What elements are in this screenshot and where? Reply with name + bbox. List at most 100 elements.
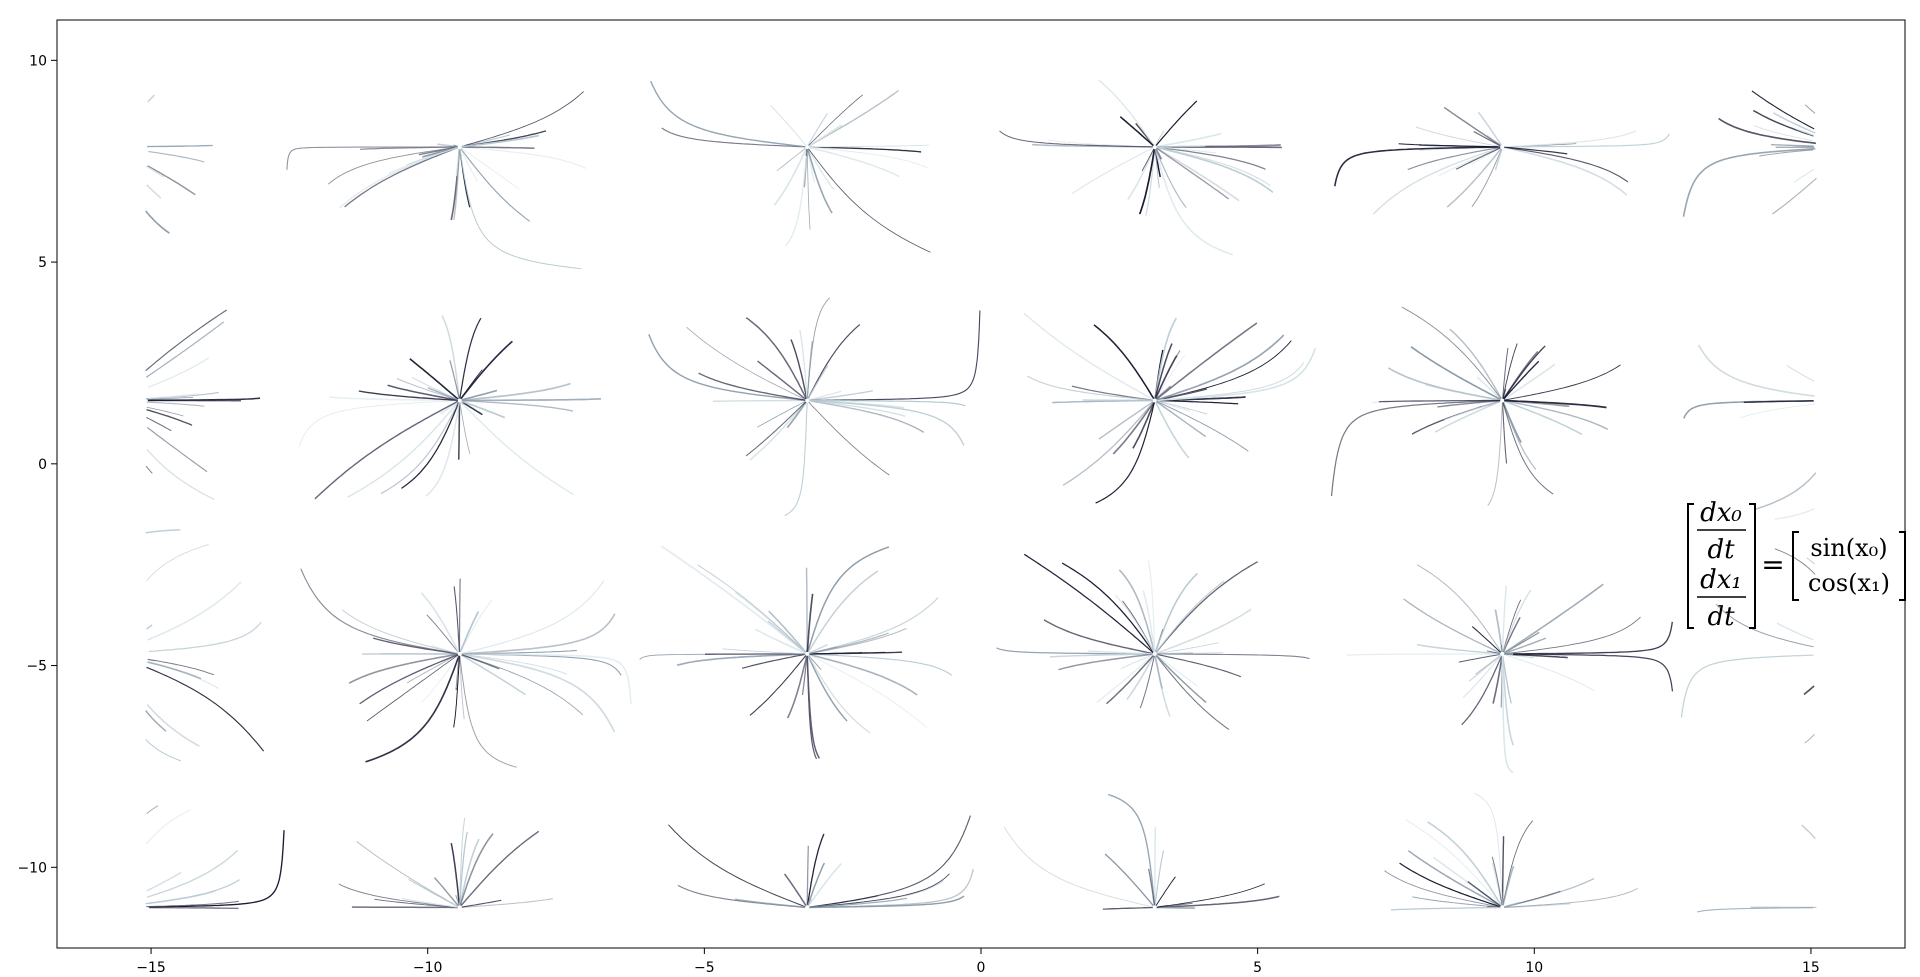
streamline xyxy=(1486,650,1503,655)
streamline xyxy=(1501,589,1532,655)
streamline xyxy=(1501,360,1540,402)
streamline xyxy=(1154,400,1249,452)
streamline xyxy=(1491,856,1503,908)
streamline xyxy=(1772,177,1817,215)
streamline xyxy=(300,568,458,655)
streamline xyxy=(686,326,809,402)
streamline xyxy=(1106,654,1155,705)
streamline xyxy=(1444,400,1501,421)
streamline xyxy=(453,586,461,655)
streamline xyxy=(1803,685,1815,696)
streamline xyxy=(1154,146,1216,154)
sink-node xyxy=(1500,145,1505,150)
y-tick-label: −10 xyxy=(17,860,47,876)
streamline xyxy=(1774,507,1815,520)
streamline xyxy=(806,297,830,401)
streamline xyxy=(1804,734,1815,744)
streamline xyxy=(459,580,605,655)
streamline xyxy=(1776,622,1814,641)
streamline xyxy=(458,134,540,148)
streamline xyxy=(1793,168,1815,183)
streamline xyxy=(807,399,906,417)
streamline xyxy=(380,401,460,495)
streamline xyxy=(661,127,809,148)
streamline xyxy=(314,400,459,500)
streamline xyxy=(1427,821,1504,908)
streamline xyxy=(1155,100,1198,146)
streamline xyxy=(808,655,822,670)
streamline xyxy=(1154,146,1240,202)
equation-left-bracket-open xyxy=(1687,503,1694,629)
streamline xyxy=(1502,388,1507,400)
streamline xyxy=(455,894,460,907)
streamline xyxy=(767,620,807,654)
streamline xyxy=(1502,400,1554,495)
streamline xyxy=(1412,896,1501,908)
streamline xyxy=(146,396,194,400)
streamline xyxy=(1154,147,1233,256)
streamline xyxy=(1071,385,1155,402)
streamline xyxy=(146,544,209,582)
streamline xyxy=(1718,117,1817,145)
streamline xyxy=(460,389,498,401)
streamline xyxy=(1154,146,1187,208)
streamline xyxy=(401,400,461,489)
streamline xyxy=(1796,128,1814,136)
streamline xyxy=(806,653,953,676)
streamline xyxy=(1114,594,1155,654)
streamline xyxy=(697,564,807,654)
streamline xyxy=(147,661,202,680)
streamline xyxy=(461,399,574,412)
streamline xyxy=(757,360,808,402)
streamline xyxy=(1156,399,1239,405)
streamline xyxy=(784,400,808,517)
streamline xyxy=(1770,143,1814,147)
streamline xyxy=(806,833,825,907)
streamline xyxy=(1501,400,1537,470)
streamline xyxy=(1102,906,1154,910)
streamline xyxy=(807,94,863,147)
streamline xyxy=(461,146,535,149)
streamline xyxy=(1503,637,1547,655)
streamline xyxy=(806,113,828,148)
streamline xyxy=(768,610,808,655)
streamline xyxy=(999,130,1155,148)
streamline xyxy=(1415,126,1501,148)
streamline xyxy=(1501,399,1583,436)
streamline xyxy=(745,400,808,457)
streamline xyxy=(806,593,814,654)
streamline xyxy=(1477,111,1504,148)
equation-equals-sign: = xyxy=(1761,548,1784,581)
streamline xyxy=(1476,376,1502,400)
streamline xyxy=(1023,312,1156,402)
streamline xyxy=(1410,346,1502,401)
streamline xyxy=(806,400,890,476)
streamline xyxy=(1154,876,1176,908)
streamline xyxy=(145,529,181,534)
streamline xyxy=(366,652,461,722)
streamline xyxy=(1425,384,1504,402)
streamline xyxy=(146,871,182,892)
streamline xyxy=(433,877,460,907)
streamline xyxy=(461,653,500,670)
streamline xyxy=(1043,619,1154,655)
streamline xyxy=(373,637,460,655)
streamline xyxy=(146,184,162,199)
streamline xyxy=(1145,148,1156,216)
streamline xyxy=(145,210,170,234)
streamline xyxy=(1147,560,1156,654)
streamline-layer xyxy=(145,79,1817,913)
streamline xyxy=(1503,364,1621,401)
streamline xyxy=(146,144,213,148)
streamline xyxy=(1467,880,1504,909)
streamline xyxy=(1049,653,1155,658)
streamline xyxy=(1062,401,1155,486)
streamline xyxy=(1499,363,1556,402)
streamline xyxy=(1501,401,1508,464)
streamline xyxy=(1739,403,1815,419)
streamline xyxy=(676,653,808,666)
streamline xyxy=(453,654,460,728)
streamline xyxy=(786,654,808,719)
streamline xyxy=(1154,130,1164,147)
streamline xyxy=(661,545,807,654)
